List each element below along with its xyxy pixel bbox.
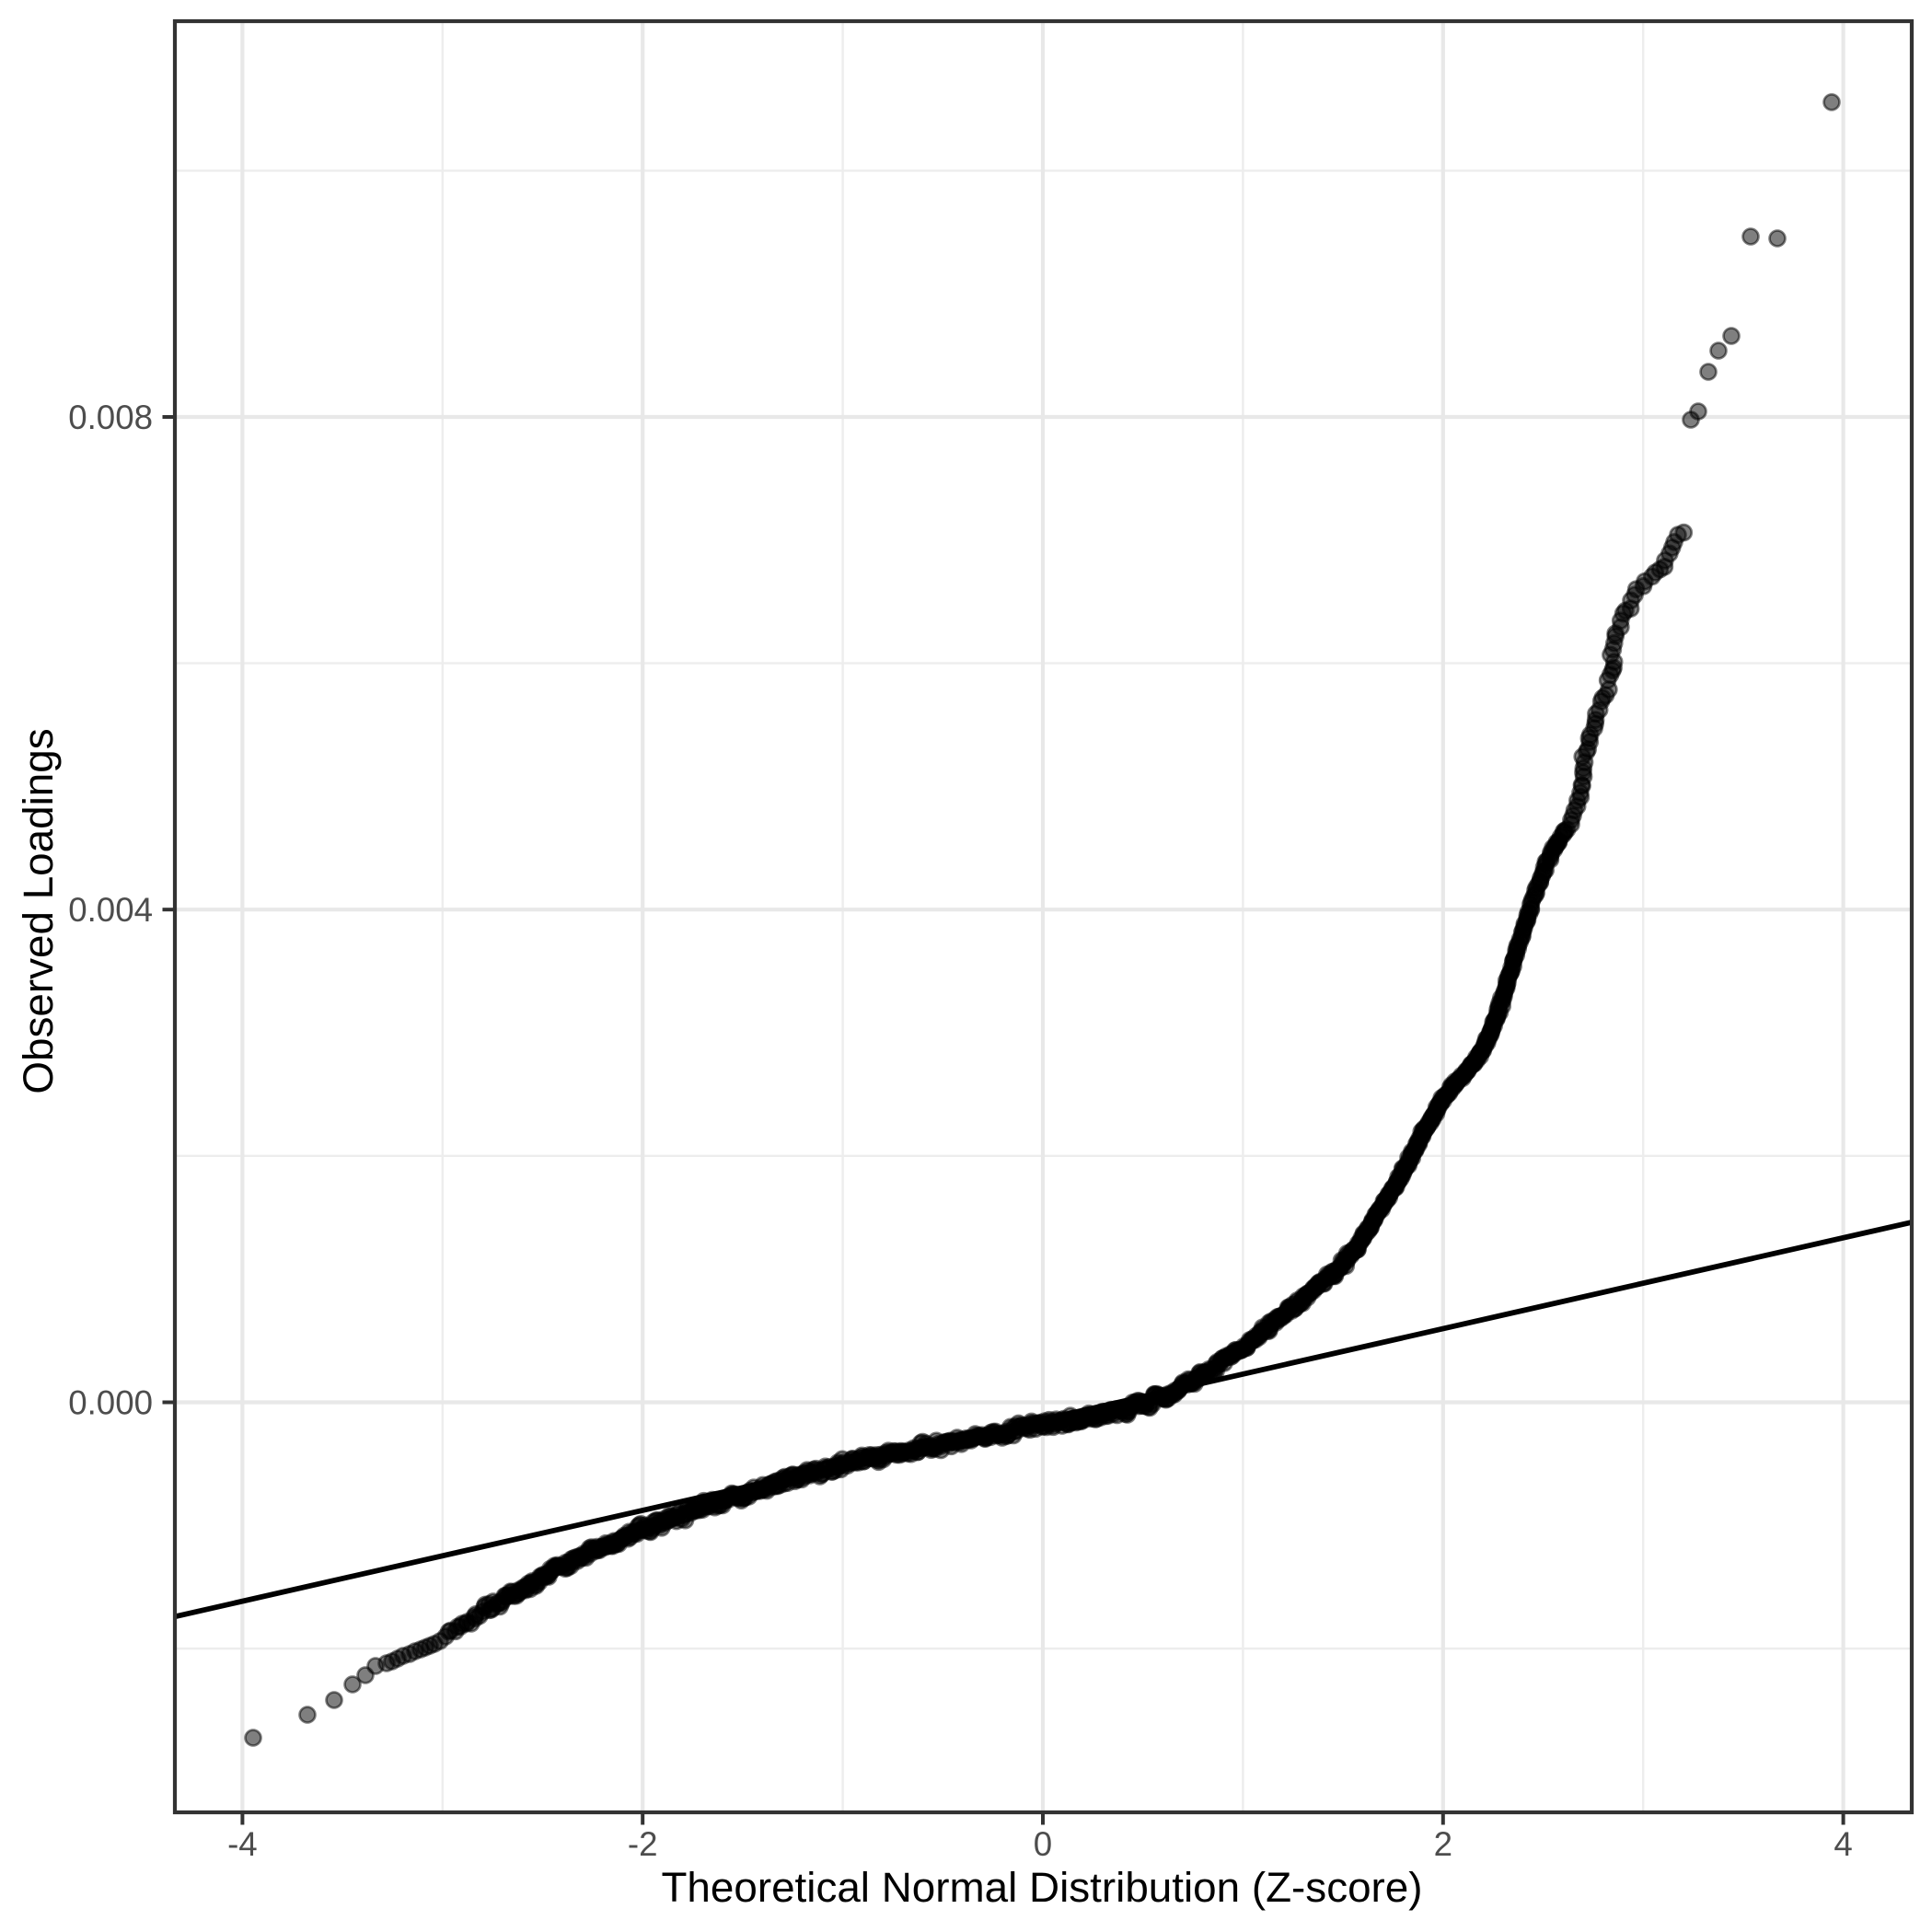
- svg-text:Theoretical Normal Distributio: Theoretical Normal Distribution (Z-score…: [661, 1864, 1422, 1911]
- svg-text:Observed Loadings: Observed Loadings: [15, 728, 62, 1093]
- svg-text:-4: -4: [227, 1825, 258, 1863]
- svg-text:0: 0: [1034, 1825, 1052, 1863]
- svg-text:4: 4: [1834, 1825, 1852, 1863]
- svg-text:0.008: 0.008: [68, 399, 153, 436]
- svg-text:2: 2: [1434, 1825, 1452, 1863]
- svg-text:0.000: 0.000: [68, 1384, 153, 1422]
- svg-text:0.004: 0.004: [68, 891, 153, 929]
- svg-text:-2: -2: [628, 1825, 658, 1863]
